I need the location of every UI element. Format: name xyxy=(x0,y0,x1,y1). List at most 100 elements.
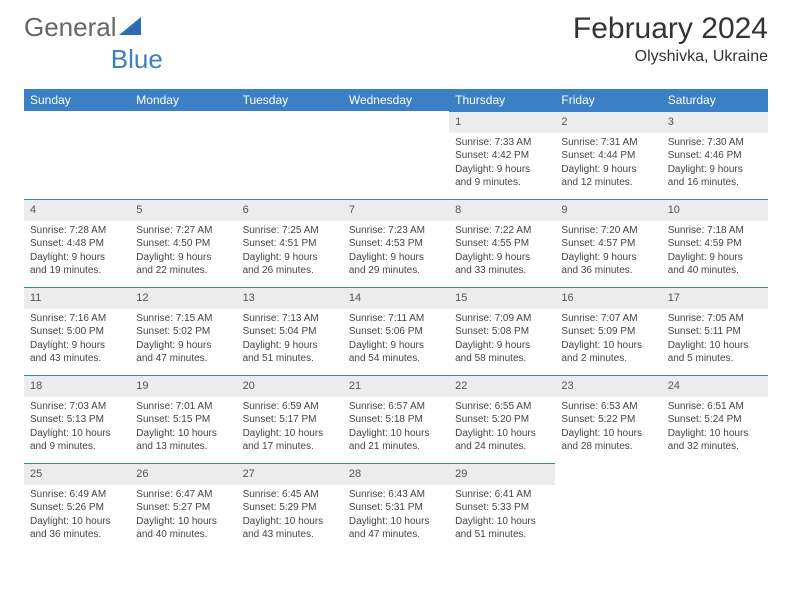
sunset-line: Sunset: 5:33 PM xyxy=(455,501,549,515)
calendar-day-cell: 27Sunrise: 6:45 AMSunset: 5:29 PMDayligh… xyxy=(237,463,343,551)
weekday-header: Monday xyxy=(130,89,236,111)
day-details: Sunrise: 6:59 AMSunset: 5:17 PMDaylight:… xyxy=(237,397,343,460)
calendar-day-cell: 23Sunrise: 6:53 AMSunset: 5:22 PMDayligh… xyxy=(555,375,661,463)
day-number: 13 xyxy=(237,287,343,309)
day-details: Sunrise: 6:43 AMSunset: 5:31 PMDaylight:… xyxy=(343,485,449,548)
sunset-line: Sunset: 4:46 PM xyxy=(668,149,762,163)
calendar-day-cell xyxy=(237,111,343,199)
sunset-line: Sunset: 4:50 PM xyxy=(136,237,230,251)
sunrise-line: Sunrise: 7:03 AM xyxy=(30,400,124,414)
sunrise-line: Sunrise: 7:28 AM xyxy=(30,224,124,238)
calendar-day-cell: 21Sunrise: 6:57 AMSunset: 5:18 PMDayligh… xyxy=(343,375,449,463)
sunrise-line: Sunrise: 7:27 AM xyxy=(136,224,230,238)
day-number: 28 xyxy=(343,463,449,485)
weekday-header: Tuesday xyxy=(237,89,343,111)
daylight-line: Daylight: 9 hours and 58 minutes. xyxy=(455,339,549,366)
daylight-line: Daylight: 9 hours and 47 minutes. xyxy=(136,339,230,366)
day-number: 9 xyxy=(555,199,661,221)
calendar-day-cell: 13Sunrise: 7:13 AMSunset: 5:04 PMDayligh… xyxy=(237,287,343,375)
daylight-line: Daylight: 9 hours and 12 minutes. xyxy=(561,163,655,190)
sunrise-line: Sunrise: 7:18 AM xyxy=(668,224,762,238)
day-number: 20 xyxy=(237,375,343,397)
day-details: Sunrise: 7:03 AMSunset: 5:13 PMDaylight:… xyxy=(24,397,130,460)
calendar-week-row: 18Sunrise: 7:03 AMSunset: 5:13 PMDayligh… xyxy=(24,375,768,463)
day-details: Sunrise: 6:41 AMSunset: 5:33 PMDaylight:… xyxy=(449,485,555,548)
calendar-day-cell xyxy=(555,463,661,551)
day-number: 12 xyxy=(130,287,236,309)
day-details: Sunrise: 7:11 AMSunset: 5:06 PMDaylight:… xyxy=(343,309,449,372)
daylight-line: Daylight: 9 hours and 26 minutes. xyxy=(243,251,337,278)
sunrise-line: Sunrise: 6:47 AM xyxy=(136,488,230,502)
calendar-day-cell: 2Sunrise: 7:31 AMSunset: 4:44 PMDaylight… xyxy=(555,111,661,199)
day-number: 11 xyxy=(24,287,130,309)
sunset-line: Sunset: 4:57 PM xyxy=(561,237,655,251)
sunrise-line: Sunrise: 6:57 AM xyxy=(349,400,443,414)
calendar-day-cell: 16Sunrise: 7:07 AMSunset: 5:09 PMDayligh… xyxy=(555,287,661,375)
sunset-line: Sunset: 4:53 PM xyxy=(349,237,443,251)
sunset-line: Sunset: 5:00 PM xyxy=(30,325,124,339)
day-details: Sunrise: 7:16 AMSunset: 5:00 PMDaylight:… xyxy=(24,309,130,372)
daylight-line: Daylight: 10 hours and 13 minutes. xyxy=(136,427,230,454)
calendar-day-cell: 26Sunrise: 6:47 AMSunset: 5:27 PMDayligh… xyxy=(130,463,236,551)
day-details: Sunrise: 6:51 AMSunset: 5:24 PMDaylight:… xyxy=(662,397,768,460)
day-number: 10 xyxy=(662,199,768,221)
sunset-line: Sunset: 5:13 PM xyxy=(30,413,124,427)
sunrise-line: Sunrise: 7:09 AM xyxy=(455,312,549,326)
daylight-line: Daylight: 10 hours and 21 minutes. xyxy=(349,427,443,454)
sunrise-line: Sunrise: 6:49 AM xyxy=(30,488,124,502)
sunset-line: Sunset: 5:06 PM xyxy=(349,325,443,339)
calendar-day-cell xyxy=(343,111,449,199)
sunset-line: Sunset: 5:09 PM xyxy=(561,325,655,339)
sunrise-line: Sunrise: 7:31 AM xyxy=(561,136,655,150)
daylight-line: Daylight: 10 hours and 28 minutes. xyxy=(561,427,655,454)
sunrise-line: Sunrise: 7:11 AM xyxy=(349,312,443,326)
calendar-day-cell: 18Sunrise: 7:03 AMSunset: 5:13 PMDayligh… xyxy=(24,375,130,463)
day-details: Sunrise: 7:25 AMSunset: 4:51 PMDaylight:… xyxy=(237,221,343,284)
calendar-week-row: 11Sunrise: 7:16 AMSunset: 5:00 PMDayligh… xyxy=(24,287,768,375)
calendar-day-cell: 7Sunrise: 7:23 AMSunset: 4:53 PMDaylight… xyxy=(343,199,449,287)
sunrise-line: Sunrise: 7:13 AM xyxy=(243,312,337,326)
logo-text-blue: Blue xyxy=(111,44,163,75)
daylight-line: Daylight: 9 hours and 9 minutes. xyxy=(455,163,549,190)
day-number: 2 xyxy=(555,111,661,133)
calendar-day-cell: 3Sunrise: 7:30 AMSunset: 4:46 PMDaylight… xyxy=(662,111,768,199)
day-number: 17 xyxy=(662,287,768,309)
day-details: Sunrise: 7:30 AMSunset: 4:46 PMDaylight:… xyxy=(662,133,768,196)
day-number: 24 xyxy=(662,375,768,397)
sunset-line: Sunset: 5:08 PM xyxy=(455,325,549,339)
daylight-line: Daylight: 9 hours and 19 minutes. xyxy=(30,251,124,278)
sunset-line: Sunset: 5:24 PM xyxy=(668,413,762,427)
page-title: February 2024 xyxy=(573,12,768,46)
calendar-day-cell: 19Sunrise: 7:01 AMSunset: 5:15 PMDayligh… xyxy=(130,375,236,463)
day-details: Sunrise: 6:49 AMSunset: 5:26 PMDaylight:… xyxy=(24,485,130,548)
sunrise-line: Sunrise: 7:20 AM xyxy=(561,224,655,238)
day-details: Sunrise: 7:22 AMSunset: 4:55 PMDaylight:… xyxy=(449,221,555,284)
day-number: 4 xyxy=(24,199,130,221)
logo-triangle-icon xyxy=(119,17,141,35)
sunrise-line: Sunrise: 7:23 AM xyxy=(349,224,443,238)
day-number: 29 xyxy=(449,463,555,485)
sunset-line: Sunset: 5:18 PM xyxy=(349,413,443,427)
daylight-line: Daylight: 10 hours and 17 minutes. xyxy=(243,427,337,454)
day-details: Sunrise: 7:18 AMSunset: 4:59 PMDaylight:… xyxy=(662,221,768,284)
calendar-week-row: 4Sunrise: 7:28 AMSunset: 4:48 PMDaylight… xyxy=(24,199,768,287)
calendar-day-cell: 11Sunrise: 7:16 AMSunset: 5:00 PMDayligh… xyxy=(24,287,130,375)
sunrise-line: Sunrise: 7:25 AM xyxy=(243,224,337,238)
day-details: Sunrise: 7:09 AMSunset: 5:08 PMDaylight:… xyxy=(449,309,555,372)
daylight-line: Daylight: 10 hours and 43 minutes. xyxy=(243,515,337,542)
sunset-line: Sunset: 5:15 PM xyxy=(136,413,230,427)
day-number: 25 xyxy=(24,463,130,485)
day-number: 6 xyxy=(237,199,343,221)
sunset-line: Sunset: 4:42 PM xyxy=(455,149,549,163)
day-number: 14 xyxy=(343,287,449,309)
sunset-line: Sunset: 5:31 PM xyxy=(349,501,443,515)
sunset-line: Sunset: 4:48 PM xyxy=(30,237,124,251)
calendar-header-row: SundayMondayTuesdayWednesdayThursdayFrid… xyxy=(24,89,768,111)
sunset-line: Sunset: 5:17 PM xyxy=(243,413,337,427)
weekday-header: Friday xyxy=(555,89,661,111)
sunset-line: Sunset: 5:04 PM xyxy=(243,325,337,339)
day-details: Sunrise: 7:28 AMSunset: 4:48 PMDaylight:… xyxy=(24,221,130,284)
sunrise-line: Sunrise: 7:15 AM xyxy=(136,312,230,326)
sunrise-line: Sunrise: 7:05 AM xyxy=(668,312,762,326)
day-details: Sunrise: 7:27 AMSunset: 4:50 PMDaylight:… xyxy=(130,221,236,284)
